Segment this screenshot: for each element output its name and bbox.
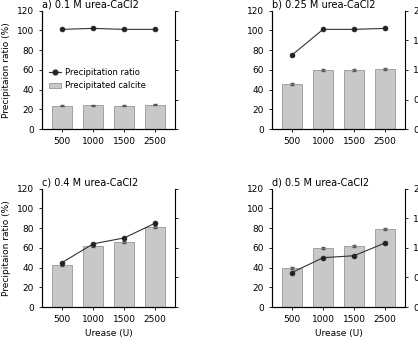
Bar xyxy=(83,106,103,129)
Bar xyxy=(313,248,333,307)
Bar xyxy=(344,70,364,129)
Bar xyxy=(313,70,333,129)
Bar xyxy=(114,242,134,307)
Text: c) 0.4 M urea-CaCl2: c) 0.4 M urea-CaCl2 xyxy=(42,178,138,188)
Text: a) 0.1 M urea-CaCl2: a) 0.1 M urea-CaCl2 xyxy=(42,0,139,10)
Bar xyxy=(282,268,302,307)
Text: d) 0.5 M urea-CaCl2: d) 0.5 M urea-CaCl2 xyxy=(272,178,369,188)
Bar xyxy=(282,84,302,129)
Bar xyxy=(52,265,72,307)
Text: b) 0.25 M urea-CaCl2: b) 0.25 M urea-CaCl2 xyxy=(272,0,375,10)
Bar xyxy=(375,69,395,129)
Bar xyxy=(114,106,134,129)
Bar xyxy=(145,105,166,129)
Legend: Precipitation ratio, Precipitated calcite: Precipitation ratio, Precipitated calcit… xyxy=(47,67,148,92)
X-axis label: Urease (U): Urease (U) xyxy=(315,329,362,338)
Bar xyxy=(83,246,103,307)
Bar xyxy=(375,229,395,307)
Bar xyxy=(52,106,72,129)
Bar xyxy=(344,246,364,307)
Bar xyxy=(145,227,166,307)
Y-axis label: Precipitaion ratio (%): Precipitaion ratio (%) xyxy=(3,200,11,296)
X-axis label: Urease (U): Urease (U) xyxy=(85,329,133,338)
Y-axis label: Precipitaion ratio (%): Precipitaion ratio (%) xyxy=(3,22,11,118)
